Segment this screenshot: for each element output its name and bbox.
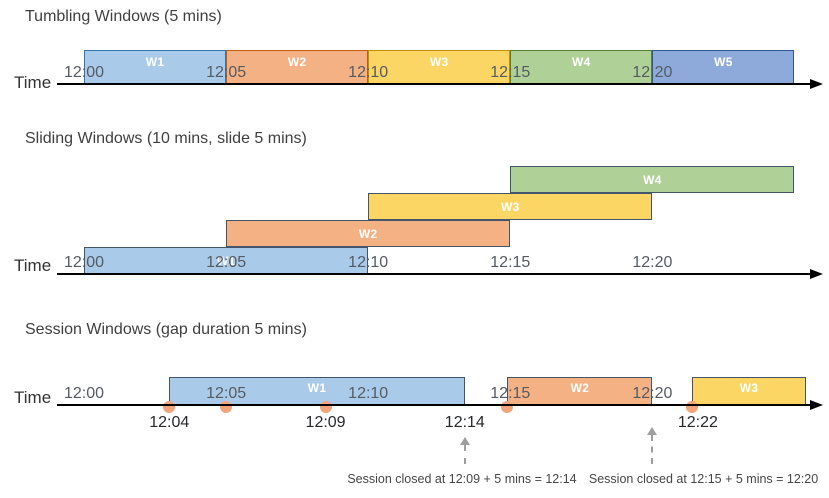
time-tick-label: 12:10 (348, 64, 389, 81)
tumbling-time-axis-label: Time (14, 73, 52, 92)
tumbling-section-title: Tumbling Windows (5 mins) (25, 8, 222, 25)
window-label-w2: W2 (358, 227, 378, 241)
session-time-axis-label: Time (14, 388, 52, 407)
time-tick-label: 12:00 (63, 254, 105, 271)
time-tick-label: 12:20 (632, 254, 673, 271)
callout-dashed-arrow (463, 445, 466, 464)
sliding-time-axis-label: Time (14, 256, 52, 275)
event-time-label: 12:14 (444, 414, 485, 431)
window-label-w1: W1 (145, 55, 165, 69)
session-closed-annotation: Session closed at 12:09 + 5 mins = 12:14 (347, 472, 577, 486)
window-bar-w5: W5 (652, 50, 795, 84)
time-tick-label: 12:15 (490, 254, 531, 271)
window-label-w3: W3 (429, 55, 449, 69)
time-tick-label: 12:05 (206, 385, 247, 402)
event-dot-icon (163, 401, 176, 413)
tumbling-timeline (57, 83, 812, 85)
tumbling-timeline-arrowhead-icon (810, 78, 823, 89)
callout-dashed-arrow (651, 435, 654, 464)
time-tick-label: 12:10 (348, 385, 389, 402)
window-bar-w2: W2 (226, 220, 511, 247)
time-tick-label: 12:10 (348, 254, 389, 271)
window-label-w1: W1 (216, 254, 236, 268)
window-bar-w4: W4 (510, 166, 795, 193)
sliding-timeline (57, 273, 812, 275)
sliding-section-title: Sliding Windows (10 mins, slide 5 mins) (25, 130, 307, 147)
time-tick-label: 12:20 (632, 385, 673, 402)
window-label-w1: W1 (307, 381, 327, 395)
session-timeline (57, 404, 812, 406)
event-dot-icon (319, 401, 332, 413)
window-label-w4: W4 (643, 173, 662, 187)
window-bar-w2: W2 (226, 50, 369, 84)
window-bar-w3: W3 (368, 50, 511, 84)
time-tick-label: 12:05 (206, 254, 247, 271)
time-tick-label: 12:00 (63, 64, 105, 81)
session-timeline-arrowhead-icon (810, 399, 823, 410)
window-bar-w3: W3 (692, 377, 806, 405)
window-bar-w3: W3 (368, 193, 653, 220)
time-tick-label: 12:15 (490, 64, 531, 81)
event-time-label: 12:09 (305, 414, 346, 431)
window-label-w5: W5 (714, 55, 733, 69)
time-tick-label: 12:20 (632, 64, 673, 81)
event-time-label: 12:04 (149, 414, 190, 431)
window-bar-w4: W4 (510, 50, 653, 84)
window-label-w2: W2 (570, 381, 590, 395)
window-bar-w1: W1 (84, 50, 227, 84)
window-label-w2: W2 (287, 55, 307, 69)
time-tick-label: 12:15 (490, 385, 531, 402)
session-closed-annotation: Session closed at 12:15 + 5 mins = 12:20 (588, 472, 819, 486)
callout-up-arrowhead-icon (647, 427, 658, 435)
time-tick-label: 12:05 (206, 64, 247, 81)
callout-up-arrowhead-icon (459, 437, 470, 445)
event-time-label: 12:22 (677, 414, 718, 431)
sliding-timeline-arrowhead-icon (810, 268, 823, 279)
window-bar-w2: W2 (507, 377, 653, 405)
event-dot-icon (686, 401, 699, 413)
window-label-w3: W3 (500, 200, 520, 214)
window-label-w3: W3 (739, 381, 759, 395)
session-section-title: Session Windows (gap duration 5 mins) (25, 321, 307, 338)
window-label-w4: W4 (572, 55, 591, 69)
time-tick-label: 12:00 (63, 385, 105, 402)
